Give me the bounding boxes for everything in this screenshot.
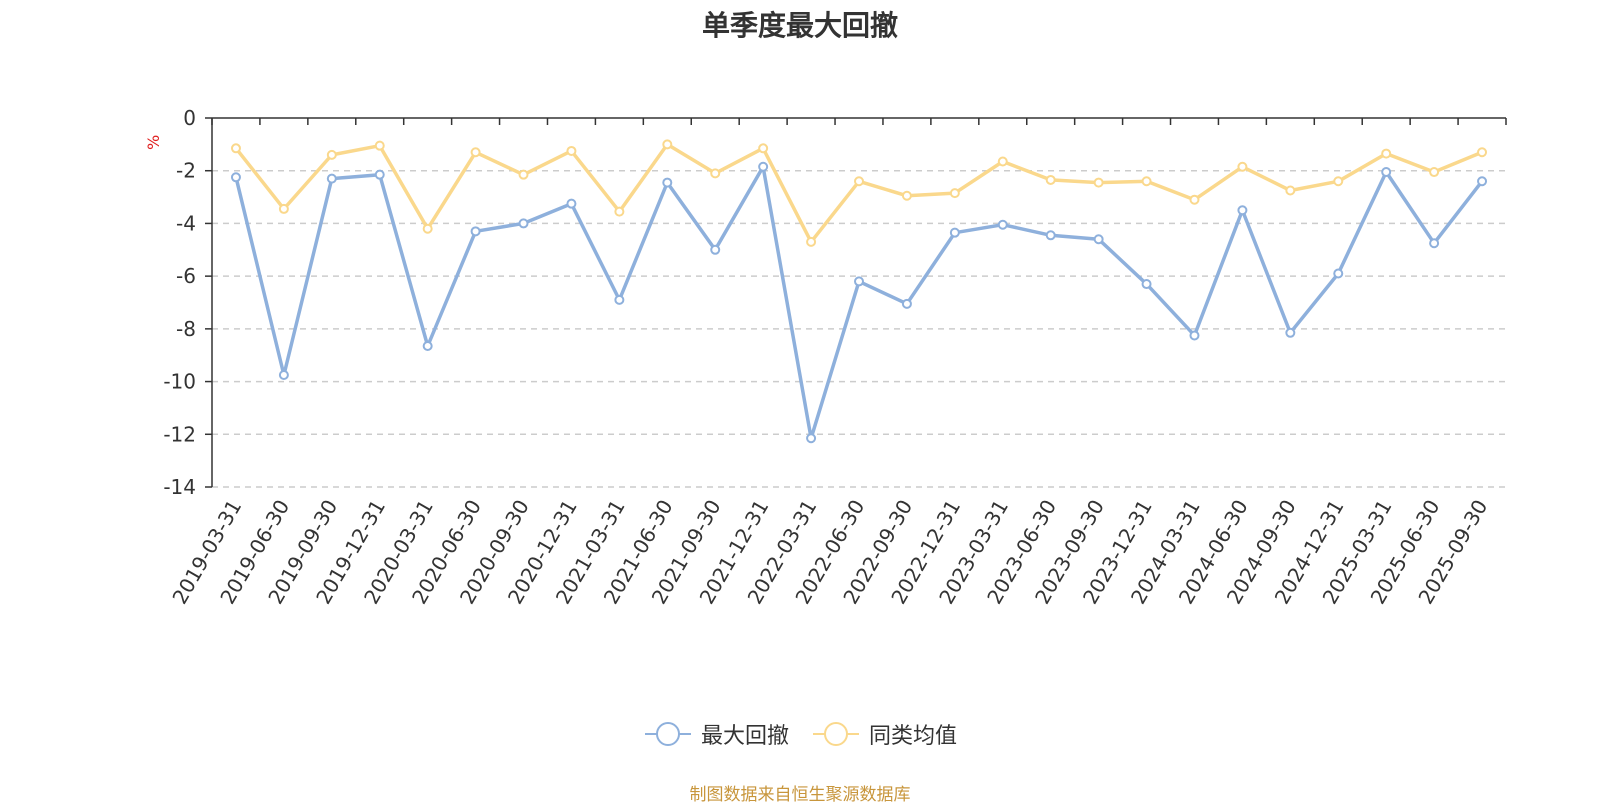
data-point-peer-average[interactable] [1237, 161, 1248, 172]
data-point-max-drawdown[interactable] [758, 161, 769, 172]
legend-item-max-drawdown[interactable]: 最大回撤 [643, 718, 789, 750]
data-point-peer-average[interactable] [710, 168, 721, 179]
data-point-peer-average[interactable] [1429, 167, 1440, 178]
data-point-max-drawdown[interactable] [566, 198, 577, 209]
data-point-peer-average[interactable] [374, 140, 385, 151]
data-point-peer-average[interactable] [470, 147, 481, 158]
data-point-max-drawdown[interactable] [470, 226, 481, 237]
data-point-max-drawdown[interactable] [326, 173, 337, 184]
legend-line-marker-icon [813, 722, 859, 746]
data-point-max-drawdown[interactable] [230, 172, 241, 183]
data-point-max-drawdown[interactable] [614, 294, 625, 305]
y-tick-label: -12 [163, 422, 196, 446]
data-point-peer-average[interactable] [806, 236, 817, 247]
source-note: 制图数据来自恒生聚源数据库 [689, 785, 911, 805]
data-point-peer-average[interactable] [1285, 185, 1296, 196]
data-point-peer-average[interactable] [997, 156, 1008, 167]
data-point-max-drawdown[interactable] [518, 218, 529, 229]
legend-circle [824, 722, 848, 746]
data-point-max-drawdown[interactable] [1189, 330, 1200, 341]
data-point-peer-average[interactable] [326, 149, 337, 160]
data-point-max-drawdown[interactable] [1429, 238, 1440, 249]
data-point-peer-average[interactable] [422, 223, 433, 234]
data-point-peer-average[interactable] [518, 169, 529, 180]
data-point-peer-average[interactable] [614, 206, 625, 217]
data-point-max-drawdown[interactable] [1237, 205, 1248, 216]
y-tick-label: 0 [183, 106, 196, 130]
legend: 最大回撤 同类均值 [0, 718, 1600, 750]
data-point-max-drawdown[interactable] [662, 177, 673, 188]
data-point-peer-average[interactable] [1333, 176, 1344, 187]
data-point-max-drawdown[interactable] [1381, 167, 1392, 178]
y-tick-label: -8 [176, 317, 196, 341]
data-point-max-drawdown[interactable] [806, 433, 817, 444]
data-point-peer-average[interactable] [1093, 177, 1104, 188]
y-tick-label: -10 [163, 370, 196, 394]
legend-circle [655, 722, 680, 746]
legend-item-peer-average[interactable]: 同类均值 [811, 718, 957, 750]
data-point-peer-average[interactable] [1141, 176, 1152, 187]
data-point-peer-average[interactable] [1045, 174, 1056, 185]
data-point-peer-average[interactable] [1189, 194, 1200, 205]
data-point-max-drawdown[interactable] [949, 227, 960, 238]
y-tick-label: -4 [176, 211, 196, 235]
grid-lines [212, 169, 1506, 488]
data-point-peer-average[interactable] [949, 188, 960, 199]
data-point-max-drawdown[interactable] [997, 219, 1008, 230]
data-point-max-drawdown[interactable] [1141, 279, 1152, 290]
data-point-max-drawdown[interactable] [1333, 268, 1344, 279]
y-tick-label: -2 [176, 159, 196, 183]
data-point-max-drawdown[interactable] [901, 298, 912, 309]
data-point-peer-average[interactable] [566, 145, 577, 156]
data-point-max-drawdown[interactable] [710, 244, 721, 255]
chart-title: 单季度最大回撤 [701, 9, 898, 42]
data-point-max-drawdown[interactable] [1045, 230, 1056, 241]
data-point-max-drawdown[interactable] [374, 169, 385, 180]
data-point-peer-average[interactable] [662, 139, 673, 150]
data-point-max-drawdown[interactable] [1285, 327, 1296, 338]
y-tick-label: -14 [163, 475, 196, 499]
data-point-peer-average[interactable] [278, 203, 289, 214]
legend-label: 同类均值 [869, 724, 958, 749]
data-point-peer-average[interactable] [1381, 148, 1392, 159]
legend-label: 最大回撤 [700, 724, 789, 749]
y-tick-label: -6 [176, 264, 196, 288]
data-point-peer-average[interactable] [901, 190, 912, 201]
data-point-peer-average[interactable] [230, 143, 241, 154]
data-points [230, 139, 1488, 444]
data-point-max-drawdown[interactable] [422, 340, 433, 351]
data-point-max-drawdown[interactable] [1093, 234, 1104, 245]
data-point-peer-average[interactable] [758, 143, 769, 154]
data-point-max-drawdown[interactable] [854, 276, 864, 287]
series-lines [234, 142, 1484, 440]
data-point-max-drawdown[interactable] [278, 369, 289, 380]
series-line-max-drawdown [234, 165, 1484, 440]
data-point-peer-average[interactable] [1477, 147, 1488, 158]
legend-line-marker-icon [644, 722, 691, 746]
data-point-max-drawdown[interactable] [1477, 176, 1488, 187]
data-point-peer-average[interactable] [854, 176, 864, 187]
